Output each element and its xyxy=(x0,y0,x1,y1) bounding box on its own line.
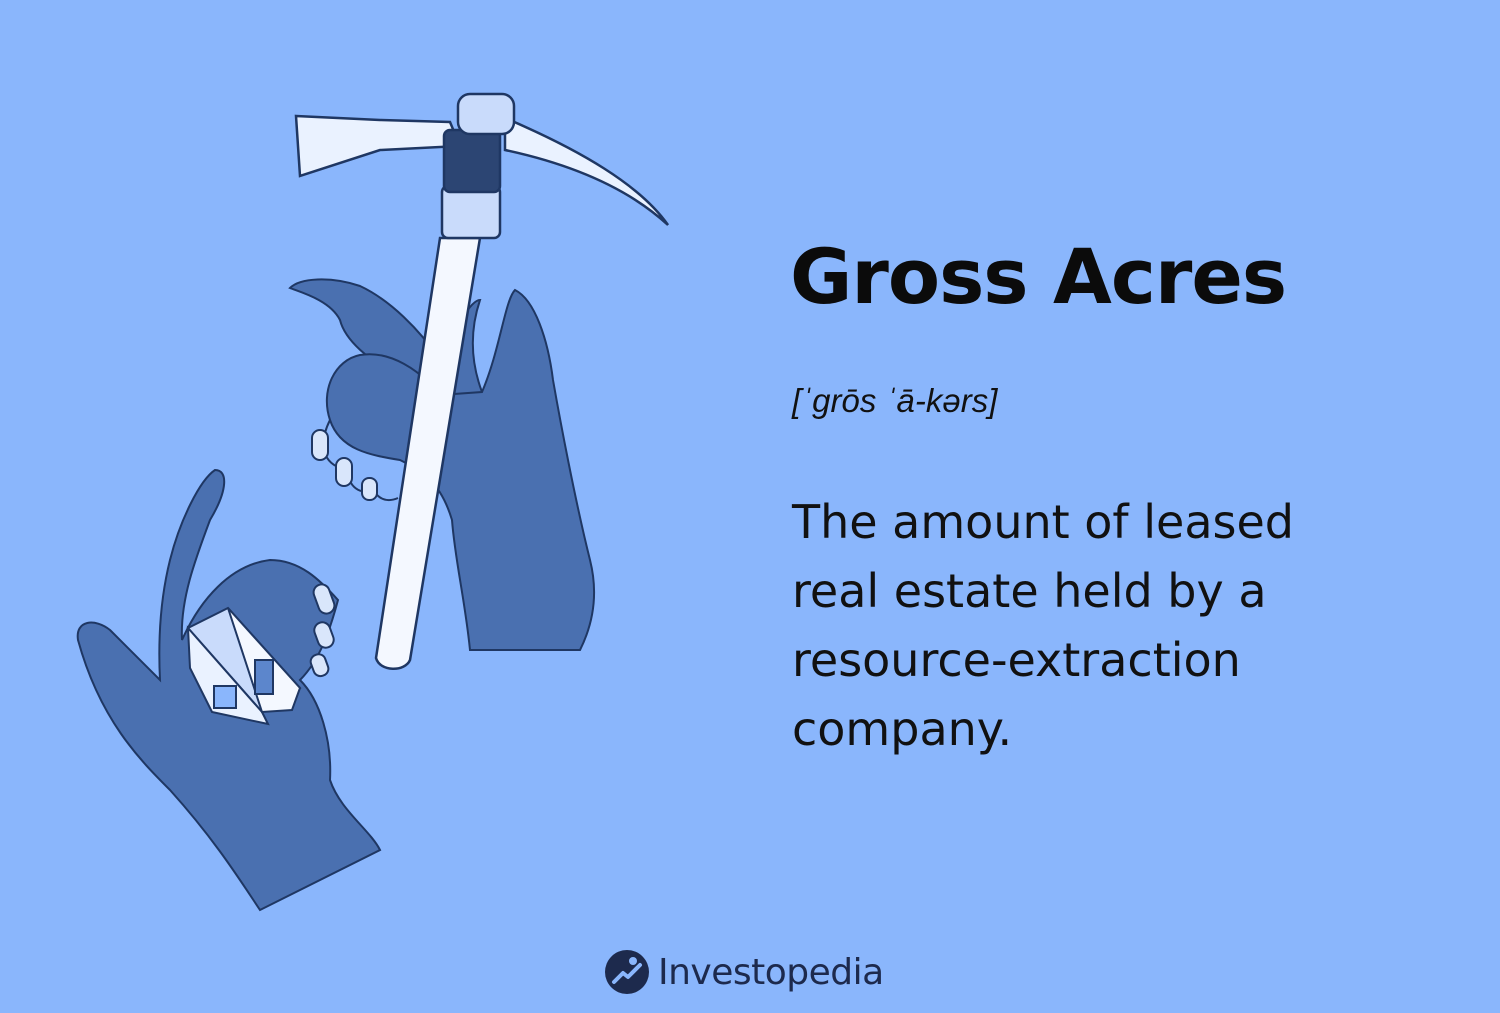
page-title: Gross Acres xyxy=(790,232,1287,321)
brand-name: Investopedia xyxy=(658,951,884,993)
pickaxe-icon xyxy=(294,92,670,670)
brand-footer: Investopedia xyxy=(604,944,884,1000)
hands-hammer-house-illustration xyxy=(76,92,670,912)
investopedia-logo-icon xyxy=(605,950,649,994)
house-icon xyxy=(186,606,302,726)
definition-text: The amount of leased real estate held by… xyxy=(792,495,1294,756)
pronunciation: [ˈgrōs ˈā-kərs] xyxy=(792,382,998,419)
